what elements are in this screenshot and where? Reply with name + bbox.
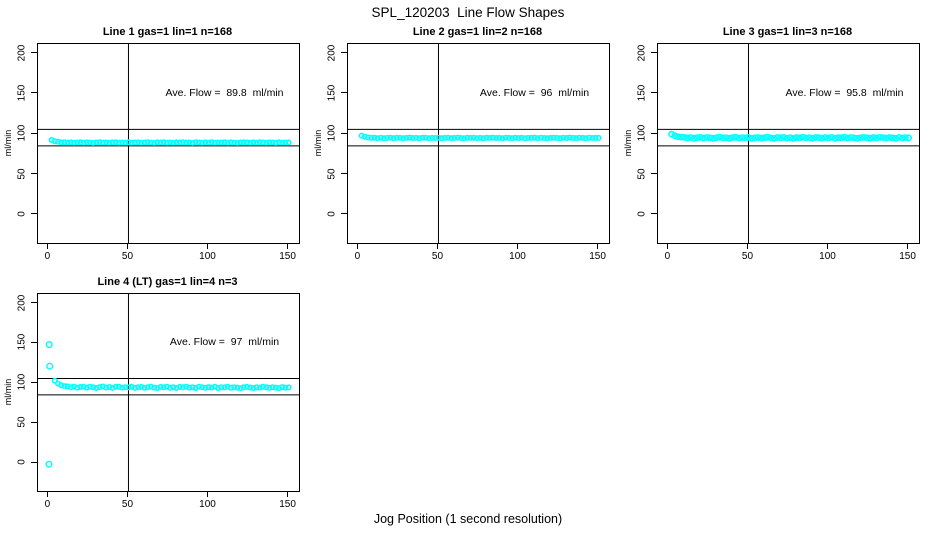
y-tick-mark bbox=[31, 302, 37, 304]
y-axis-label: ml/min bbox=[3, 129, 13, 156]
panel-line-1: Line 1 gas=1 lin=1 n=168 ml/min Ave. Flo… bbox=[0, 26, 316, 276]
y-tick-mark bbox=[341, 213, 347, 215]
y-tick-mark bbox=[341, 132, 347, 134]
y-tick-mark bbox=[651, 52, 657, 54]
y-tick-mark bbox=[31, 341, 37, 343]
panel-line-3: Line 3 gas=1 lin=3 n=168 ml/min Ave. Flo… bbox=[620, 26, 936, 276]
plot-canvas bbox=[38, 294, 299, 491]
panel-title: Line 4 (LT) gas=1 lin=4 n=3 bbox=[97, 276, 238, 288]
y-tick-label: 100 bbox=[636, 124, 648, 142]
panel-title: Line 1 gas=1 lin=1 n=168 bbox=[102, 26, 233, 38]
x-tick-mark bbox=[907, 243, 909, 249]
panel-title: Line 3 gas=1 lin=3 n=168 bbox=[722, 26, 853, 38]
x-tick-label: 100 bbox=[199, 251, 216, 262]
x-tick-label: 150 bbox=[279, 251, 296, 262]
y-axis-label: ml/min bbox=[313, 129, 323, 156]
x-tick-label: 150 bbox=[899, 251, 916, 262]
plot-canvas bbox=[38, 44, 299, 243]
y-tick-mark bbox=[31, 52, 37, 54]
x-tick-mark bbox=[287, 243, 289, 249]
y-tick-label: 100 bbox=[326, 124, 338, 142]
x-tick-mark bbox=[126, 491, 128, 497]
y-tick-label: 200 bbox=[326, 44, 338, 61]
y-tick-label: 0 bbox=[16, 211, 28, 217]
plot-area: Ave. Flow = 97 ml/min bbox=[37, 293, 300, 492]
x-tick-label: 0 bbox=[664, 251, 671, 262]
x-tick-mark bbox=[287, 491, 289, 497]
x-axis-label: Jog Position (1 second resolution) bbox=[373, 512, 563, 526]
panel-line-4-lt: Line 4 (LT) gas=1 lin=4 n=3 ml/min Ave. … bbox=[0, 276, 316, 526]
x-tick-label: 100 bbox=[199, 499, 216, 510]
x-tick-mark bbox=[207, 491, 209, 497]
y-tick-label: 0 bbox=[636, 211, 648, 217]
panel-line-2: Line 2 gas=1 lin=2 n=168 ml/min Ave. Flo… bbox=[310, 26, 626, 276]
x-tick-label: 0 bbox=[44, 251, 51, 262]
y-tick-mark bbox=[651, 92, 657, 94]
x-tick-mark bbox=[126, 243, 128, 249]
y-tick-mark bbox=[31, 213, 37, 215]
x-tick-label: 50 bbox=[431, 251, 444, 262]
y-tick-label: 200 bbox=[636, 44, 648, 61]
y-tick-mark bbox=[31, 92, 37, 94]
y-axis-label: ml/min bbox=[3, 378, 13, 405]
y-tick-mark bbox=[31, 461, 37, 463]
y-tick-label: 100 bbox=[16, 124, 28, 142]
plot-area: Ave. Flow = 89.8 ml/min bbox=[37, 43, 300, 244]
x-tick-mark bbox=[207, 243, 209, 249]
x-tick-label: 50 bbox=[121, 251, 134, 262]
y-tick-mark bbox=[341, 173, 347, 175]
y-tick-label: 200 bbox=[16, 294, 28, 311]
x-tick-mark bbox=[517, 243, 519, 249]
y-tick-mark bbox=[341, 92, 347, 94]
x-tick-label: 50 bbox=[121, 499, 134, 510]
figure-title: SPL_120203 Line Flow Shapes bbox=[371, 5, 565, 20]
y-tick-mark bbox=[651, 213, 657, 215]
y-tick-label: 150 bbox=[16, 334, 28, 351]
x-tick-mark bbox=[597, 243, 599, 249]
x-tick-label: 50 bbox=[741, 251, 754, 262]
y-tick-mark bbox=[31, 381, 37, 383]
x-tick-mark bbox=[746, 243, 748, 249]
plot-area: Ave. Flow = 96 ml/min bbox=[347, 43, 610, 244]
y-tick-label: 50 bbox=[16, 167, 28, 180]
ave-flow-annotation: Ave. Flow = 97 ml/min bbox=[169, 336, 280, 349]
y-tick-label: 50 bbox=[636, 167, 648, 180]
y-tick-label: 50 bbox=[326, 167, 338, 180]
y-axis-label: ml/min bbox=[623, 129, 633, 156]
y-tick-mark bbox=[31, 421, 37, 423]
y-tick-mark bbox=[31, 132, 37, 134]
ave-flow-annotation: Ave. Flow = 96 ml/min bbox=[479, 86, 590, 99]
x-tick-mark bbox=[666, 243, 668, 249]
y-tick-mark bbox=[651, 132, 657, 134]
y-tick-label: 100 bbox=[16, 373, 28, 391]
x-tick-mark bbox=[436, 243, 438, 249]
x-tick-label: 150 bbox=[279, 499, 296, 510]
y-tick-label: 150 bbox=[16, 84, 28, 102]
y-tick-mark bbox=[341, 52, 347, 54]
y-tick-label: 0 bbox=[16, 459, 28, 465]
x-tick-mark bbox=[356, 243, 358, 249]
x-tick-mark bbox=[827, 243, 829, 249]
plot-canvas bbox=[348, 44, 609, 243]
y-tick-label: 50 bbox=[16, 416, 28, 428]
x-tick-label: 150 bbox=[589, 251, 606, 262]
y-tick-mark bbox=[651, 173, 657, 175]
y-tick-label: 150 bbox=[326, 84, 338, 102]
x-tick-label: 100 bbox=[819, 251, 836, 262]
x-tick-mark bbox=[46, 491, 48, 497]
x-tick-label: 0 bbox=[44, 499, 51, 510]
ave-flow-annotation: Ave. Flow = 95.8 ml/min bbox=[785, 86, 904, 99]
ave-flow-annotation: Ave. Flow = 89.8 ml/min bbox=[165, 86, 284, 99]
y-tick-label: 150 bbox=[636, 84, 648, 102]
y-tick-mark bbox=[31, 173, 37, 175]
y-tick-label: 0 bbox=[326, 211, 338, 217]
x-tick-mark bbox=[46, 243, 48, 249]
x-tick-label: 100 bbox=[509, 251, 526, 262]
y-tick-label: 200 bbox=[16, 44, 28, 61]
plot-area: Ave. Flow = 95.8 ml/min bbox=[657, 43, 920, 244]
plot-canvas bbox=[658, 44, 919, 243]
x-tick-label: 0 bbox=[354, 251, 361, 262]
panel-title: Line 2 gas=1 lin=2 n=168 bbox=[412, 26, 543, 38]
